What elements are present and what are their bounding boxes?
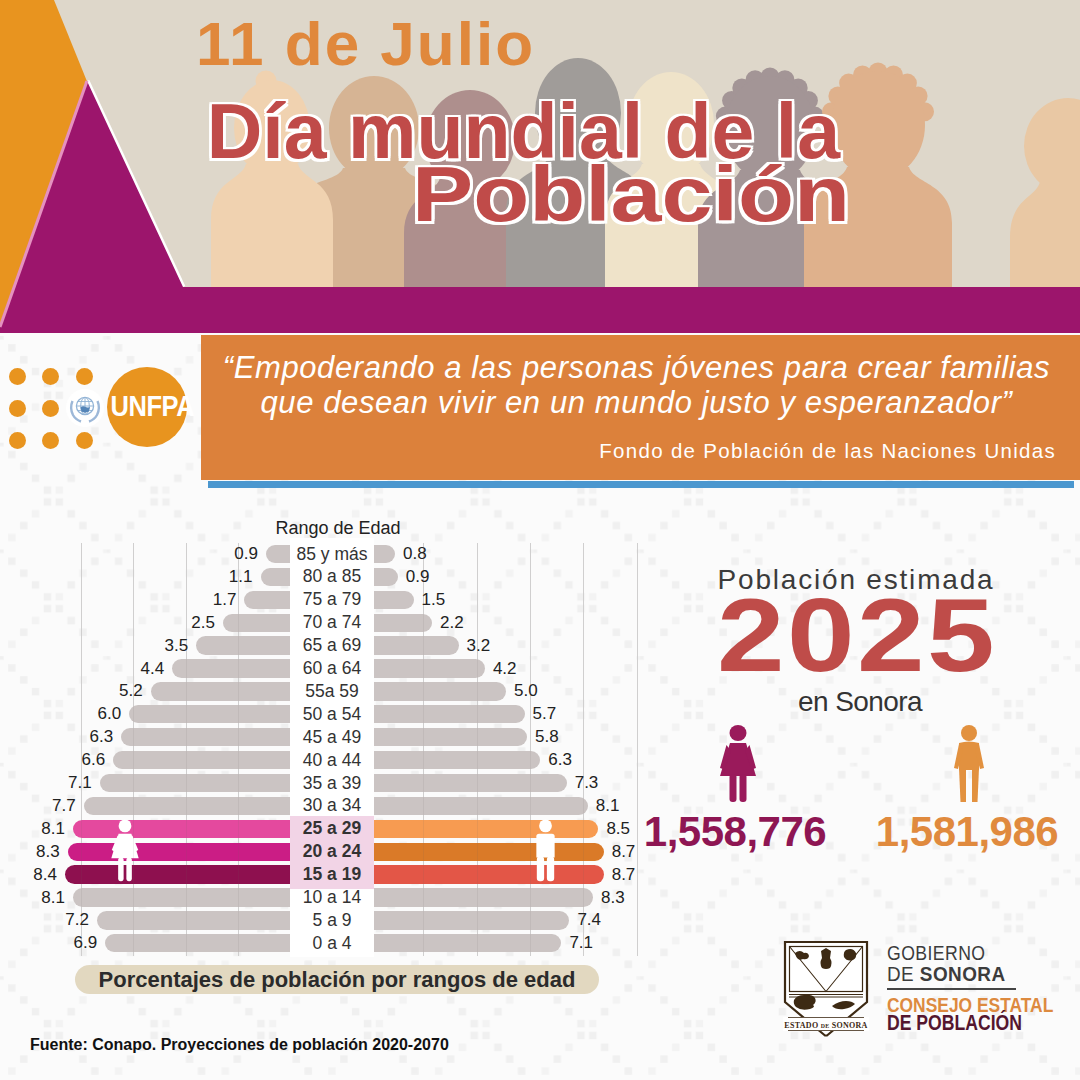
svg-text:ESTADO DE SONORA: ESTADO DE SONORA (784, 1021, 867, 1030)
